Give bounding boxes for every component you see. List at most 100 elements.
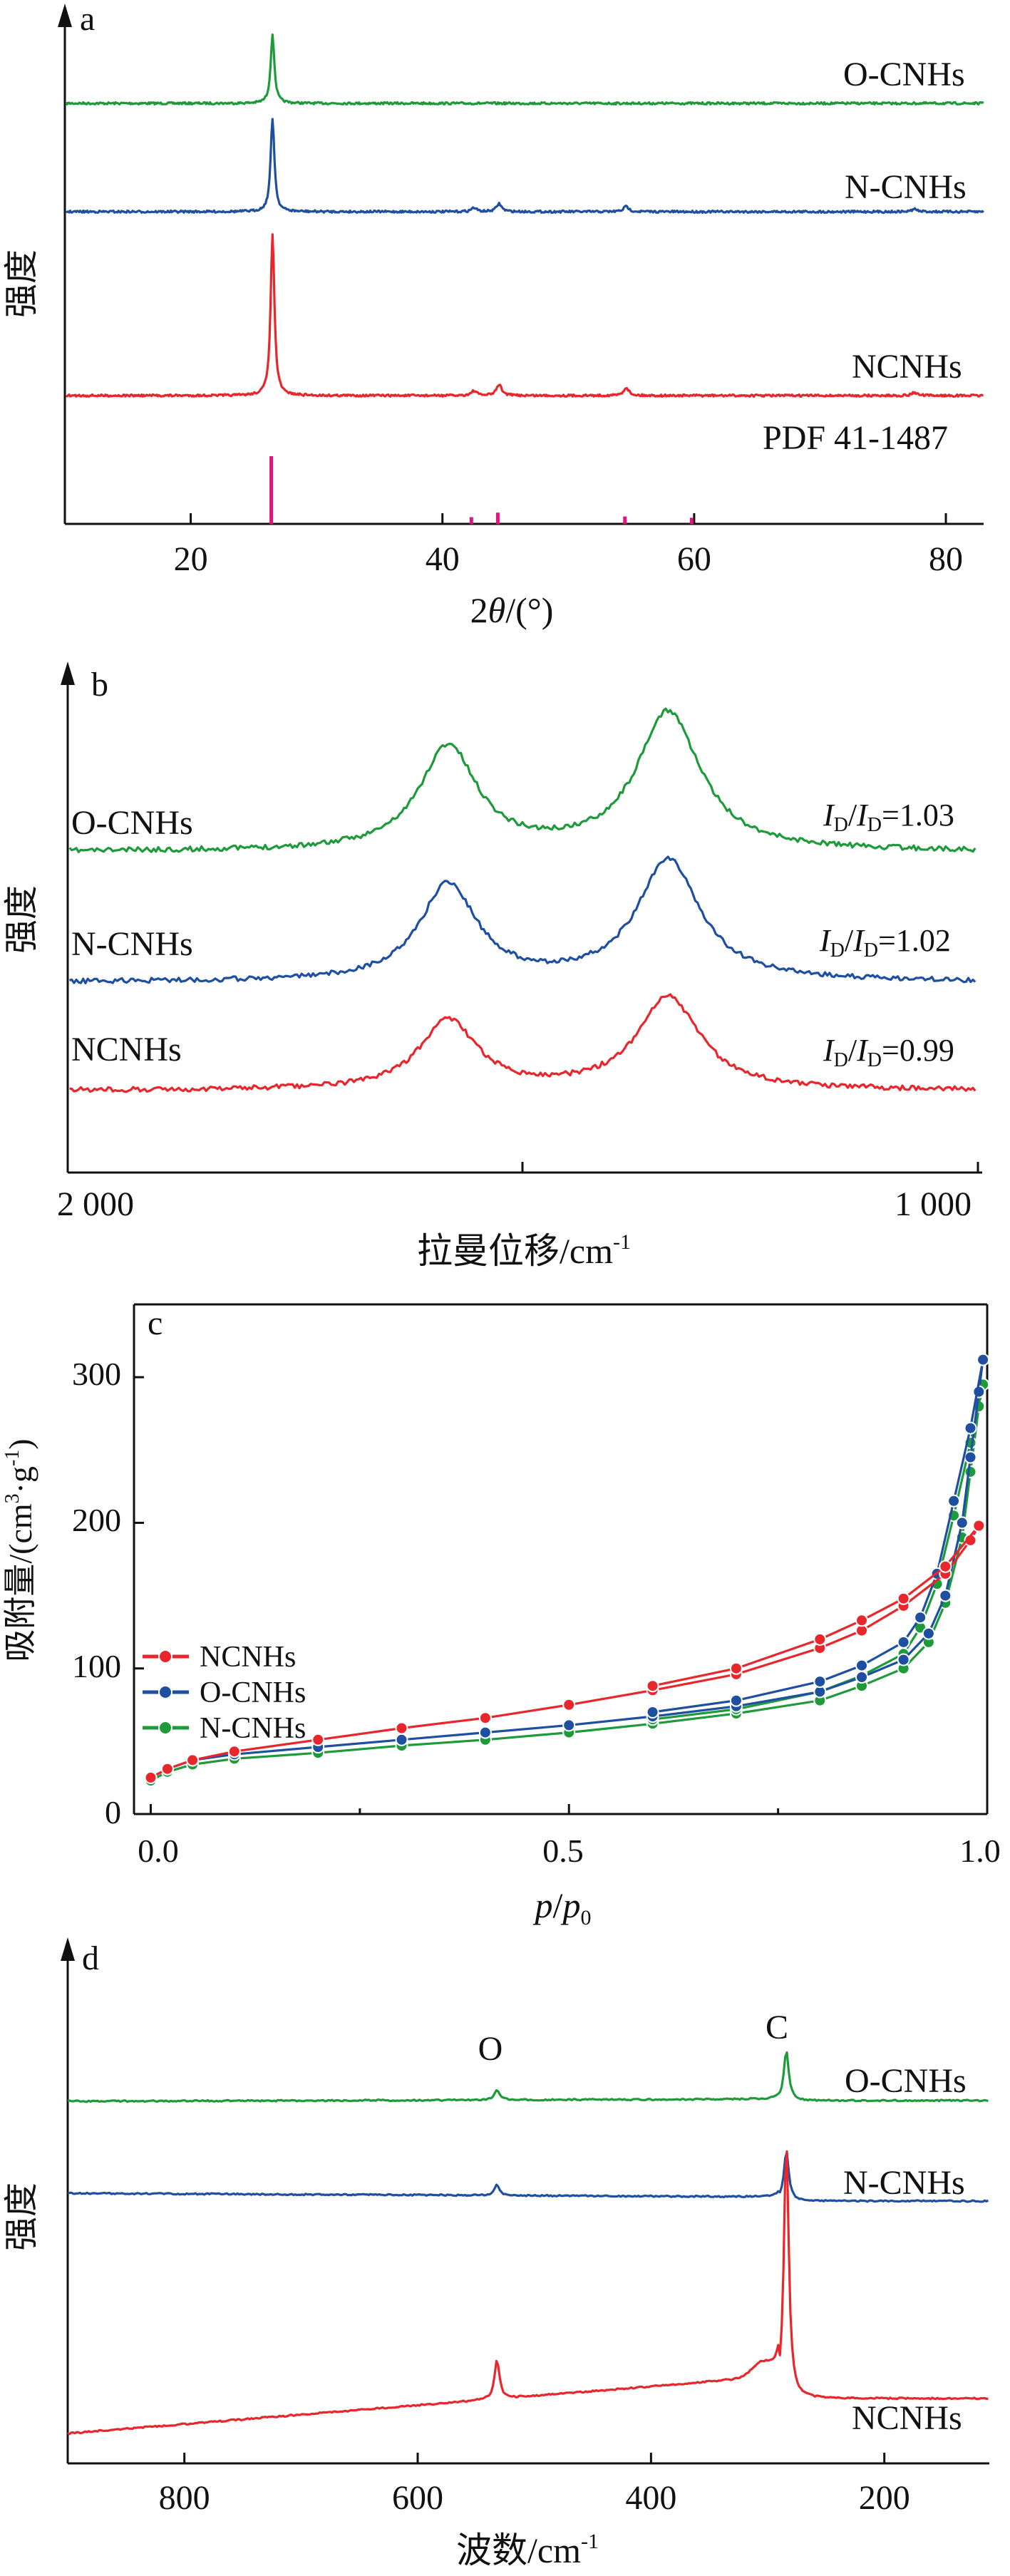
panel-d-series-o-cnhs (68, 2051, 989, 2103)
panel-b-letter: b (91, 666, 108, 704)
panel-c-point-o-cnhs (922, 1627, 935, 1640)
panel-b-label-n-cnhs: N-CNHs (71, 925, 193, 963)
panel-c-point-o-cnhs (947, 1494, 961, 1508)
panel-c-point-o-cnhs (562, 1719, 576, 1732)
panel-d-label-n-cnhs: N-CNHs (843, 2164, 965, 2202)
legend-marker-n-cnhs (158, 1721, 172, 1735)
panel-a-series (65, 34, 984, 398)
panel-c-point-n-cnhs (964, 1465, 977, 1478)
panel-c-point-ncnhs (813, 1632, 827, 1646)
panel-c-ytick-100: 100 (72, 1648, 121, 1684)
panel-c-point-o-cnhs (478, 1726, 492, 1739)
panel-c-point-o-cnhs (955, 1516, 969, 1530)
panel-a-letter: a (80, 0, 95, 38)
panel-c-ytick-200: 200 (72, 1502, 121, 1538)
panel-c-point-o-cnhs (855, 1671, 868, 1684)
panel-c-point-ncnhs (729, 1661, 743, 1675)
panel-c-point-o-cnhs (897, 1635, 910, 1649)
panel-c-point-o-cnhs (914, 1611, 927, 1624)
panel-c-point-ncnhs (144, 1771, 158, 1784)
panel-b-label-o-cnhs: O-CNHs (71, 804, 193, 842)
legend-marker-ncnhs (158, 1649, 172, 1664)
panel-a-reference-lines (269, 456, 694, 524)
panel-d-label-ncnhs: NCNHs (852, 2399, 962, 2437)
panel-a-x-tick-label: 20 (174, 540, 208, 578)
panel-a-x-tick-label: 60 (677, 540, 711, 578)
panel-c-point-ncnhs (311, 1733, 325, 1746)
panel-c-point-ncnhs (897, 1592, 910, 1605)
panel-c-point-o-cnhs (855, 1659, 868, 1672)
panel-b-xtick-1000: 1 000 (895, 1185, 972, 1223)
panel-a-x-tick-label: 40 (426, 540, 460, 578)
panel-b-label-ncnhs: NCNHs (71, 1031, 182, 1068)
panel-c-desorption-n-cnhs (652, 1384, 984, 1721)
panel-c-point-ncnhs (646, 1679, 659, 1693)
panel-b-xtick-2000: 2 000 (57, 1185, 134, 1223)
panel-a-ylabel: 强度 (3, 249, 41, 318)
panel-c-desorption-o-cnhs (652, 1359, 984, 1714)
panel-d-x-tick-label: 600 (392, 2479, 443, 2517)
panel-c-xtick-05: 0.5 (542, 1833, 584, 1869)
panel-c-ylabel: 吸附量/(cm3·g-1) (1, 1438, 38, 1661)
panel-d-series-ncnhs (67, 2150, 989, 2436)
panel-a-label-n-cnhs: N-CNHs (845, 168, 967, 206)
panel-c-xlabel: p/p0 (533, 1885, 592, 1930)
panel-c-point-ncnhs (972, 1519, 986, 1532)
panel-c-point-o-cnhs (729, 1694, 743, 1707)
panel-b-ylabel: 强度 (3, 885, 41, 954)
panel-d-x-ticks: 800 600 400 200 (159, 2453, 910, 2517)
panel-d-peak-c: C (766, 2009, 788, 2046)
panel-d-label-o-cnhs: O-CNHs (845, 2062, 967, 2100)
panel-c-ticks (134, 1376, 989, 1815)
panel-a-series-o-cnhs (65, 34, 984, 106)
panel-d-ylabel: 强度 (3, 2183, 41, 2251)
panel-c-point-o-cnhs (395, 1733, 408, 1746)
panel-d-peak-o: O (478, 2030, 503, 2068)
panel-c-xtick-0: 0.0 (138, 1833, 179, 1869)
panel-b-y-arrow (61, 661, 75, 685)
panel-c-point-ncnhs (478, 1711, 492, 1725)
panel-c-xtick-1: 1.0 (959, 1833, 1001, 1869)
panel-b-series-ncnhs (69, 993, 976, 1093)
panel-c: c NCNHs O-CNHs N-CNHs 0 100 200 300 0.0 … (1, 1303, 1001, 1930)
panel-b-ratio-ncnhs: ID/ID=0.99 (823, 1033, 954, 1071)
panel-d-series (67, 2051, 989, 2436)
legend-label-o-cnhs: O-CNHs (200, 1676, 306, 1709)
panel-c-point-ncnhs (855, 1614, 868, 1627)
panel-a-label-pdf: PDF 41-1487 (763, 419, 948, 457)
panel-d-x-tick-label: 800 (159, 2479, 210, 2517)
panel-c-point-ncnhs (395, 1721, 408, 1735)
panel-c-letter: c (148, 1304, 163, 1342)
panel-d-series-n-cnhs (67, 2151, 989, 2203)
panel-a-y-arrow (58, 4, 72, 27)
panel-d-x-tick-label: 200 (859, 2479, 910, 2517)
panel-d-y-arrow (61, 1937, 75, 1961)
panel-a-x-tick-label: 80 (929, 540, 963, 578)
panel-c-ytick-300: 300 (72, 1356, 121, 1392)
panel-c-point-o-cnhs (813, 1675, 827, 1689)
panel-a-series-ncnhs (66, 233, 984, 398)
panel-b: b O-CNHs N-CNHs NCNHs ID/ID=1.03 ID/ID=1… (3, 661, 982, 1271)
panel-c-point-o-cnhs (964, 1421, 977, 1435)
panel-a-xlabel: 2θ/(°) (470, 590, 554, 630)
panel-a: a 20 40 60 80 O-CNHs N-CNHs NCNHs PDF 41-14… (3, 0, 984, 630)
panel-b-ratio-o-cnhs: ID/ID=1.03 (823, 798, 954, 836)
panel-b-series-o-cnhs (68, 707, 976, 853)
panel-c-point-ncnhs (186, 1753, 200, 1767)
panel-c-point-ncnhs (562, 1698, 576, 1711)
panel-d-letter: d (82, 1939, 99, 1977)
panel-a-label-ncnhs: NCNHs (852, 348, 962, 386)
panel-c-point-o-cnhs (897, 1653, 910, 1666)
panel-c-point-o-cnhs (964, 1451, 977, 1464)
panel-c-point-ncnhs (227, 1745, 241, 1758)
panel-c-point-o-cnhs (646, 1706, 659, 1719)
panel-a-series-n-cnhs (66, 118, 984, 215)
panel-a-x-ticks: 20 40 60 80 (174, 513, 963, 578)
panel-c-point-ncnhs (160, 1762, 174, 1776)
panel-c-legend: NCNHs O-CNHs N-CNHs (143, 1641, 306, 1745)
panel-a-label-o-cnhs: O-CNHs (843, 56, 965, 93)
panel-c-series (144, 1353, 990, 1787)
panel-c-desorption-ncnhs (652, 1525, 980, 1687)
legend-label-n-cnhs: N-CNHs (200, 1712, 306, 1745)
